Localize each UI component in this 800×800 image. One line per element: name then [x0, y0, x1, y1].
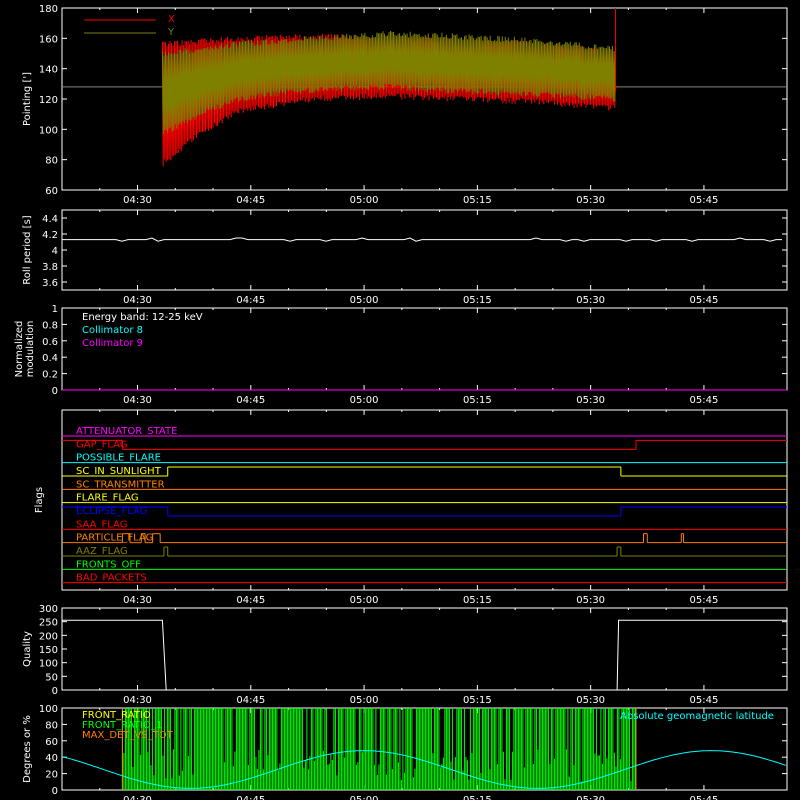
x-tick-label: 05:15	[463, 295, 492, 306]
x-tick-label: 05:30	[576, 595, 605, 606]
y-tick-label: 150	[39, 645, 58, 656]
x-tick-label: 05:15	[463, 795, 492, 800]
y-tick-label: 4	[52, 246, 58, 257]
x-tick-label: 04:30	[123, 395, 152, 406]
front-ratio-bars	[122, 708, 635, 790]
flag-label: FLARE_FLAG	[76, 493, 139, 504]
x-tick-label: 04:30	[123, 695, 152, 706]
y-tick-label: 80	[45, 156, 58, 167]
x-tick-label: 05:00	[350, 795, 379, 800]
flag-label: ATTENUATOR_STATE	[76, 426, 177, 437]
y-tick-label: 1	[52, 304, 58, 315]
x-tick-label: 05:00	[350, 395, 379, 406]
y-axis-label: Pointing [']	[22, 72, 33, 126]
x-tick-label: 05:45	[690, 195, 719, 206]
flag-label: ECLIPSE_FLAG	[76, 506, 147, 517]
y-tick-label: 120	[39, 95, 58, 106]
flag-label: FRONTS_OFF	[76, 559, 141, 570]
flag-label: SC_IN_SUNLIGHT	[76, 466, 162, 477]
y-tick-label: 0	[52, 686, 58, 697]
flag-label: SAA_FLAG	[76, 519, 127, 530]
y-tick-label: 250	[39, 618, 58, 629]
y-tick-label: 0.4	[42, 353, 58, 364]
y-tick-label: 4.4	[42, 214, 58, 225]
y-tick-label: 200	[39, 631, 58, 642]
x-tick-label: 05:30	[576, 295, 605, 306]
flag-label: PARTICLE_FLAG	[76, 533, 153, 544]
x-tick-label: 04:45	[236, 195, 265, 206]
legend-x-label: X	[168, 14, 175, 25]
y-tick-label: 160	[39, 34, 58, 45]
y-axis-label-line1: Normalized	[14, 321, 25, 378]
geomagnetic-annotation: Absolute geomagnetic latitude	[620, 711, 774, 722]
x-tick-label: 05:00	[350, 695, 379, 706]
y-tick-label: 0.8	[42, 320, 58, 331]
y-tick-label: 100	[39, 659, 58, 670]
x-tick-label: 05:00	[350, 195, 379, 206]
flag-label: GAP_FLAG	[76, 439, 128, 450]
x-tick-label: 04:30	[123, 295, 152, 306]
y-tick-label: 140	[39, 65, 58, 76]
x-tick-label: 05:30	[576, 395, 605, 406]
y-tick-label: 80	[45, 720, 58, 731]
x-tick-label: 05:30	[576, 795, 605, 800]
x-tick-label: 05:45	[690, 295, 719, 306]
x-tick-label: 05:45	[690, 395, 719, 406]
y-tick-label: 300	[39, 604, 58, 615]
quality-line	[62, 620, 787, 690]
y-tick-label: 20	[45, 770, 58, 781]
y-axis-label-line2: modulation	[25, 321, 36, 378]
x-tick-label: 05:15	[463, 595, 492, 606]
y-axis-label: Roll period [s]	[22, 215, 33, 284]
x-tick-label: 04:30	[123, 595, 152, 606]
x-tick-label: 04:45	[236, 295, 265, 306]
x-tick-label: 05:30	[576, 195, 605, 206]
legend-y-label: Y	[167, 27, 175, 38]
y-tick-label: 4.2	[42, 230, 58, 241]
y-tick-label: 0	[52, 386, 58, 397]
x-tick-label: 05:30	[576, 695, 605, 706]
x-tick-label: 05:45	[690, 795, 719, 800]
flag-label: SC_TRANSMITTER	[76, 479, 165, 490]
x-tick-label: 05:45	[690, 595, 719, 606]
x-tick-label: 05:45	[690, 695, 719, 706]
flag-label: AAZ_FLAG	[76, 546, 128, 557]
y-tick-label: 3.6	[42, 278, 58, 289]
x-tick-label: 04:45	[236, 395, 265, 406]
x-tick-label: 05:00	[350, 295, 379, 306]
legend-entry: MAX_DET_VS_TOT	[82, 730, 174, 741]
x-tick-label: 04:45	[236, 595, 265, 606]
x-tick-label: 04:30	[123, 195, 152, 206]
y-tick-label: 40	[45, 753, 58, 764]
y-axis-label: Quality	[22, 631, 33, 667]
y-tick-label: 50	[45, 672, 58, 683]
y-tick-label: 0.6	[42, 337, 58, 348]
y-tick-label: 100	[39, 125, 58, 136]
y-tick-label: 60	[45, 737, 58, 748]
x-tick-label: 05:15	[463, 695, 492, 706]
annotation-2: Collimator 9	[82, 338, 143, 349]
y-tick-label: 100	[39, 704, 58, 715]
y-tick-label: 3.8	[42, 262, 58, 273]
annotation-1: Collimator 8	[82, 325, 143, 336]
x-tick-label: 05:15	[463, 395, 492, 406]
plot-frame	[62, 410, 787, 590]
y-tick-label: 60	[45, 186, 58, 197]
y-tick-label: 180	[39, 4, 58, 15]
x-tick-label: 04:30	[123, 795, 152, 800]
flag-label: POSSIBLE_FLARE	[76, 453, 161, 464]
y-tick-label: 0.2	[42, 370, 58, 381]
annotation-0: Energy band: 12-25 keV	[82, 312, 203, 323]
roll-period-line	[62, 238, 782, 241]
y-tick-label: 0	[52, 786, 58, 797]
x-tick-label: 04:45	[236, 795, 265, 800]
x-tick-label: 04:45	[236, 695, 265, 706]
y-axis-label: Degrees or %	[22, 715, 33, 783]
x-tick-label: 05:00	[350, 595, 379, 606]
x-tick-label: 05:15	[463, 195, 492, 206]
flag-label: BAD_PACKETS	[76, 573, 147, 584]
y-axis-label: Flags	[34, 487, 45, 513]
plot-frame	[62, 210, 787, 290]
